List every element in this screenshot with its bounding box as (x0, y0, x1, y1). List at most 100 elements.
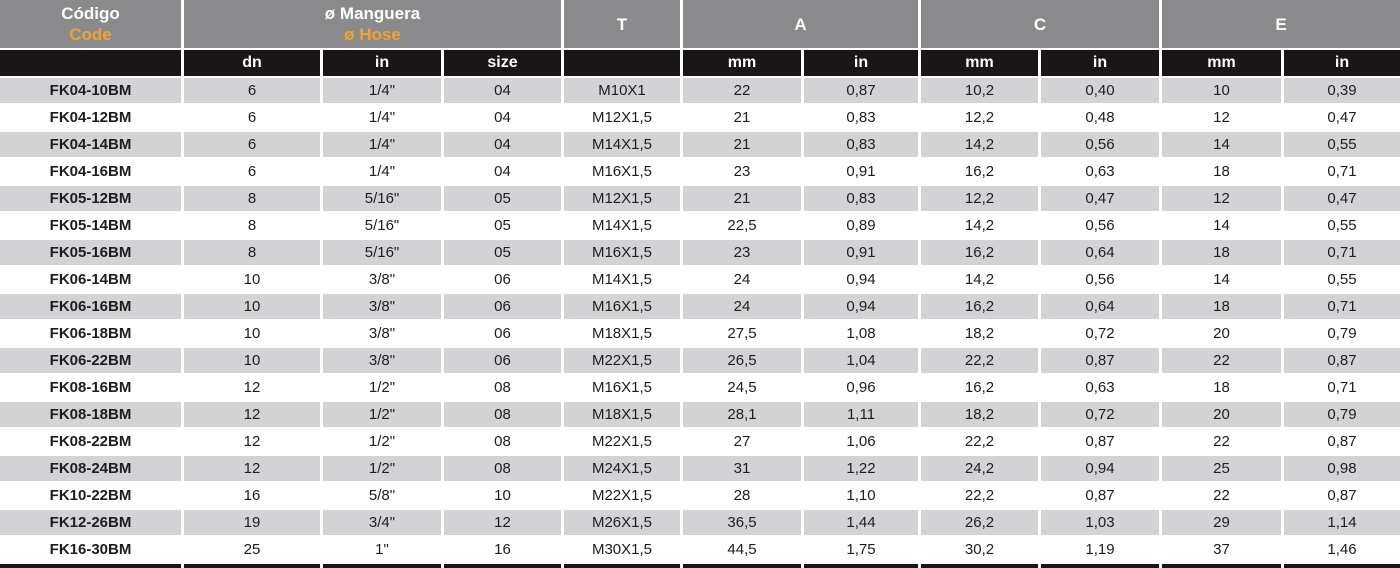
cell-hose-in: 1" (323, 537, 441, 562)
cell-hose-size: 05 (444, 213, 561, 238)
cell-a-mm: 22,5 (683, 213, 801, 238)
cell-code: FK06-18BM (0, 321, 181, 346)
cell-c-in: 0,56 (1041, 213, 1159, 238)
cell-hose-in: 1/4" (323, 132, 441, 157)
cell-hose-dn: 25 (184, 537, 320, 562)
bottom-border-segment (184, 564, 320, 568)
cell-c-in: 0,64 (1041, 294, 1159, 319)
cell-hose-dn: 12 (184, 375, 320, 400)
cell-code: FK04-14BM (0, 132, 181, 157)
cell-e-in: 0,55 (1284, 213, 1400, 238)
column-group-label-primary: A (794, 14, 807, 34)
table-row: FK04-14BM 6 1/4" 04 M14X1,5 21 0,83 14,2… (0, 132, 1400, 157)
cell-e-mm: 18 (1162, 159, 1281, 184)
cell-a-mm: 36,5 (683, 510, 801, 535)
cell-e-in: 0,55 (1284, 267, 1400, 292)
table-subheader-row: dn in size mm in mm in mm in (0, 50, 1400, 76)
cell-hose-in: 3/4" (323, 510, 441, 535)
cell-e-in: 0,39 (1284, 78, 1400, 103)
cell-a-in: 0,87 (804, 78, 918, 103)
cell-e-in: 0,87 (1284, 483, 1400, 508)
cell-a-in: 0,83 (804, 132, 918, 157)
cell-thread: M26X1,5 (564, 510, 680, 535)
cell-thread: M22X1,5 (564, 483, 680, 508)
cell-thread: M12X1,5 (564, 186, 680, 211)
cell-thread: M14X1,5 (564, 132, 680, 157)
column-group-header: E (1162, 0, 1400, 48)
cell-code: FK06-16BM (0, 294, 181, 319)
cell-hose-dn: 6 (184, 159, 320, 184)
cell-hose-size: 04 (444, 159, 561, 184)
cell-c-mm: 10,2 (921, 78, 1038, 103)
cell-c-mm: 22,2 (921, 483, 1038, 508)
cell-e-mm: 14 (1162, 132, 1281, 157)
table-row: FK08-24BM 12 1/2" 08 M24X1,5 31 1,22 24,… (0, 456, 1400, 481)
cell-e-mm: 18 (1162, 294, 1281, 319)
cell-hose-size: 06 (444, 267, 561, 292)
cell-c-mm: 22,2 (921, 348, 1038, 373)
cell-c-in: 0,72 (1041, 321, 1159, 346)
cell-hose-in: 3/8" (323, 321, 441, 346)
cell-thread: M18X1,5 (564, 402, 680, 427)
cell-e-mm: 22 (1162, 483, 1281, 508)
cell-thread: M14X1,5 (564, 213, 680, 238)
cell-e-mm: 29 (1162, 510, 1281, 535)
cell-code: FK08-22BM (0, 429, 181, 454)
cell-c-mm: 14,2 (921, 267, 1038, 292)
table-row: FK08-22BM 12 1/2" 08 M22X1,5 27 1,06 22,… (0, 429, 1400, 454)
cell-hose-in: 3/8" (323, 348, 441, 373)
cell-hose-in: 1/2" (323, 456, 441, 481)
cell-hose-size: 04 (444, 105, 561, 130)
cell-c-mm: 18,2 (921, 402, 1038, 427)
cell-a-mm: 31 (683, 456, 801, 481)
cell-c-mm: 16,2 (921, 159, 1038, 184)
cell-e-in: 0,87 (1284, 429, 1400, 454)
cell-hose-size: 04 (444, 78, 561, 103)
cell-hose-dn: 6 (184, 105, 320, 130)
table-row: FK10-22BM 16 5/8" 10 M22X1,5 28 1,10 22,… (0, 483, 1400, 508)
bottom-border-segment (1041, 564, 1159, 568)
cell-a-mm: 21 (683, 105, 801, 130)
column-group-label-primary: C (1033, 14, 1047, 34)
cell-c-in: 0,64 (1041, 240, 1159, 265)
cell-code: FK04-10BM (0, 78, 181, 103)
cell-e-in: 0,98 (1284, 456, 1400, 481)
cell-hose-size: 05 (444, 186, 561, 211)
cell-a-mm: 24 (683, 294, 801, 319)
cell-hose-dn: 19 (184, 510, 320, 535)
bottom-border-segment (1162, 564, 1281, 568)
table-row: FK05-12BM 8 5/16" 05 M12X1,5 21 0,83 12,… (0, 186, 1400, 211)
cell-c-mm: 16,2 (921, 375, 1038, 400)
cell-c-in: 0,63 (1041, 375, 1159, 400)
cell-e-mm: 14 (1162, 267, 1281, 292)
cell-e-mm: 12 (1162, 186, 1281, 211)
table-row: FK16-30BM 25 1" 16 M30X1,5 44,5 1,75 30,… (0, 537, 1400, 562)
column-subheader: mm (921, 50, 1038, 76)
cell-thread: M12X1,5 (564, 105, 680, 130)
table-group-header-row: Código Code ø Manguera ø Hose T A C (0, 0, 1400, 48)
cell-hose-in: 1/2" (323, 375, 441, 400)
cell-c-in: 0,56 (1041, 267, 1159, 292)
cell-a-mm: 23 (683, 240, 801, 265)
column-subheader: mm (1162, 50, 1281, 76)
column-group-header: Código Code (0, 0, 181, 48)
column-group-label-primary: ø Manguera (324, 4, 421, 23)
cell-c-in: 0,63 (1041, 159, 1159, 184)
cell-a-in: 0,91 (804, 240, 918, 265)
cell-a-in: 0,94 (804, 294, 918, 319)
bottom-border-segment (0, 564, 181, 568)
cell-c-in: 0,48 (1041, 105, 1159, 130)
cell-hose-size: 04 (444, 132, 561, 157)
cell-hose-dn: 10 (184, 348, 320, 373)
cell-e-mm: 20 (1162, 402, 1281, 427)
column-subheader: in (323, 50, 441, 76)
cell-a-in: 0,91 (804, 159, 918, 184)
cell-e-in: 0,47 (1284, 105, 1400, 130)
cell-hose-dn: 8 (184, 186, 320, 211)
bottom-border-segment (323, 564, 441, 568)
cell-a-mm: 23 (683, 159, 801, 184)
cell-hose-in: 5/16" (323, 186, 441, 211)
cell-a-mm: 21 (683, 186, 801, 211)
column-subheader: dn (184, 50, 320, 76)
cell-c-mm: 12,2 (921, 105, 1038, 130)
